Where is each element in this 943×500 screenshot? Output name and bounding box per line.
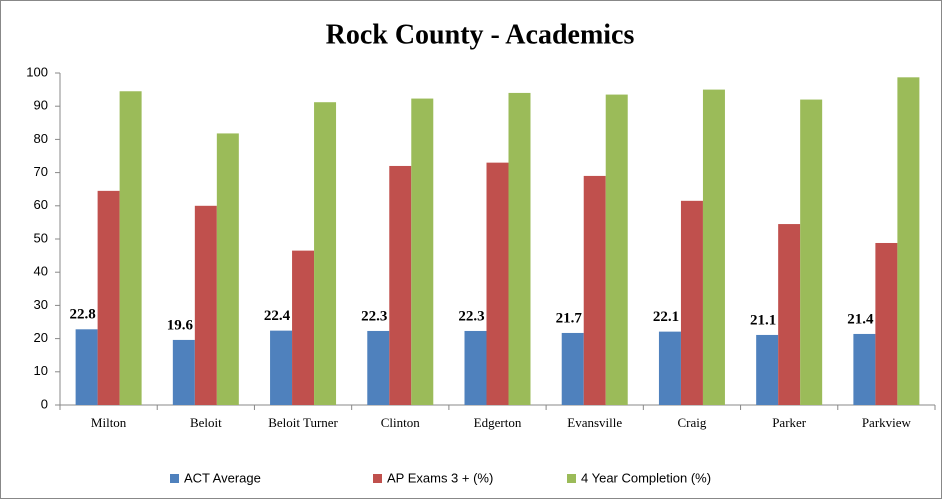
data-label: 21.4 <box>847 311 874 327</box>
legend-swatch <box>170 474 179 483</box>
x-tick-label: Parker <box>772 415 807 430</box>
bar <box>658 331 681 405</box>
data-label: 21.7 <box>556 310 583 326</box>
data-label: 22.8 <box>69 307 95 323</box>
legend-swatch <box>373 474 382 483</box>
x-tick-label: Edgerton <box>473 415 522 430</box>
bar <box>486 162 509 405</box>
bar <box>216 133 239 405</box>
bar <box>875 242 898 405</box>
legend-label: 4 Year Completion (%) <box>581 470 711 485</box>
data-label: 19.6 <box>167 317 194 333</box>
y-tick-label: 70 <box>34 164 48 179</box>
bar <box>853 333 876 405</box>
data-label: 22.1 <box>653 309 679 325</box>
y-tick-label: 60 <box>34 197 48 212</box>
y-tick-label: 30 <box>34 297 48 312</box>
bar <box>756 334 779 405</box>
bar <box>583 175 606 405</box>
chart-title: Rock County - Academics <box>326 19 635 50</box>
x-tick-label: Clinton <box>380 415 420 430</box>
x-tick-label: Beloit <box>189 415 222 430</box>
bar <box>800 99 823 405</box>
bar <box>561 332 584 405</box>
x-tick-label: Evansville <box>567 415 623 430</box>
bar <box>389 165 412 405</box>
data-label: 21.1 <box>750 312 776 328</box>
x-tick-label: Craig <box>677 415 707 430</box>
x-tick-label: Beloit Turner <box>268 415 338 430</box>
y-tick-label: 90 <box>34 98 48 113</box>
x-tick-label: Parkview <box>861 415 911 430</box>
y-tick-label: 10 <box>34 363 48 378</box>
y-tick-label: 0 <box>41 396 48 411</box>
legend-swatch <box>567 474 576 483</box>
y-tick-label: 20 <box>34 330 48 345</box>
bar <box>702 89 725 405</box>
y-tick-label: 80 <box>34 131 48 146</box>
bar <box>292 250 315 405</box>
data-label: 22.4 <box>264 308 291 324</box>
bar <box>314 102 337 405</box>
bar <box>172 339 195 405</box>
legend-label: AP Exams 3 + (%) <box>387 470 493 485</box>
bar <box>605 94 628 405</box>
bar <box>194 205 217 405</box>
y-tick-label: 40 <box>34 264 48 279</box>
bar <box>464 330 487 405</box>
data-label: 22.3 <box>361 308 387 324</box>
bar <box>119 91 142 405</box>
bar <box>367 330 390 405</box>
legend-label: ACT Average <box>184 470 261 485</box>
bar <box>411 98 434 406</box>
bar <box>897 77 920 405</box>
y-tick-label: 100 <box>26 64 48 79</box>
bar <box>778 224 801 405</box>
x-tick-label: Milton <box>90 415 127 430</box>
bar <box>97 190 120 405</box>
bar <box>75 329 98 405</box>
bar <box>270 330 293 405</box>
data-label: 22.3 <box>458 308 484 324</box>
y-tick-label: 50 <box>34 230 48 245</box>
bar <box>680 200 703 405</box>
bar <box>508 92 531 406</box>
